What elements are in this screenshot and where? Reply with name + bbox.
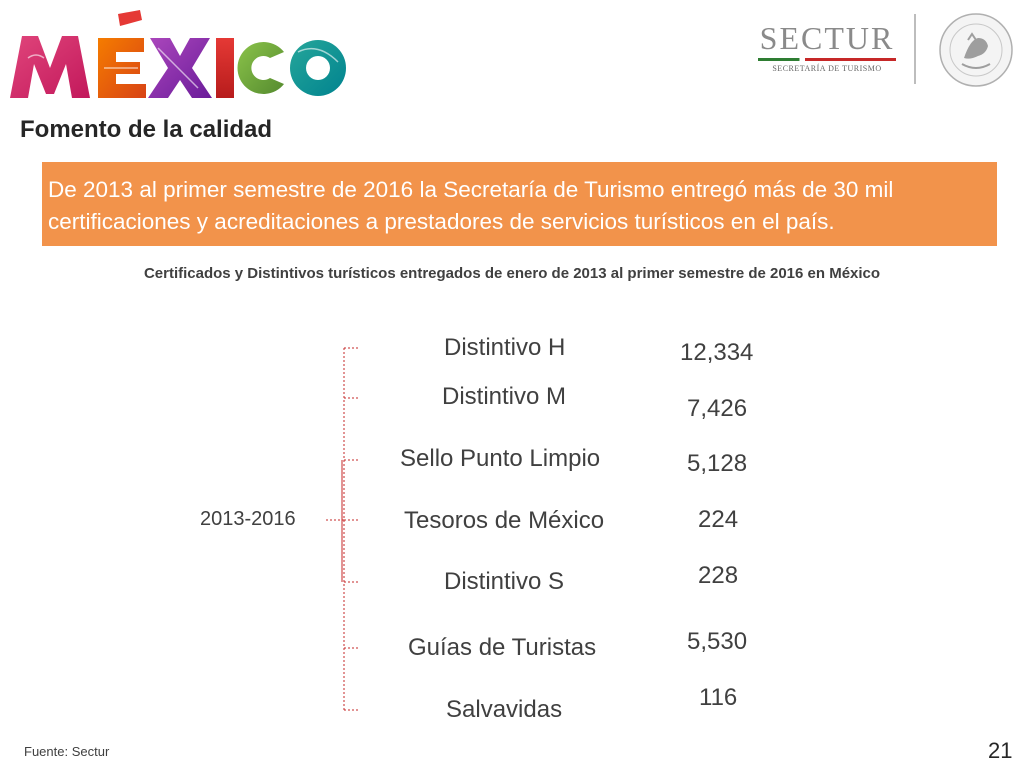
table-subtitle: Certificados y Distintivos turísticos en… (143, 265, 881, 282)
item-value-distintivo-m: 7,426 (687, 395, 748, 422)
item-label-tesoros-de-mexico: Tesoros de México (404, 507, 605, 534)
sectur-name: SECTUR (759, 20, 895, 56)
item-label-guias-de-turistas: Guías de Turistas (408, 634, 597, 661)
header-divider (914, 14, 916, 84)
sectur-flag-bar (758, 58, 896, 61)
source-footnote: Fuente: Sectur (24, 744, 110, 759)
item-value-tesoros-de-mexico: 224 (698, 506, 739, 533)
item-label-distintivo-s: Distintivo S (444, 568, 565, 595)
section-title: Fomento de la calidad (20, 116, 273, 143)
item-label-sello-punto-limpio: Sello Punto Limpio (400, 445, 601, 472)
item-label-salvavidas: Salvavidas (446, 696, 563, 723)
mexico-logo (8, 8, 348, 104)
highlight-banner (42, 162, 997, 246)
item-label-distintivo-h: Distintivo H (444, 334, 566, 361)
page-number: 21 (988, 738, 1013, 763)
sectur-subtitle: SECRETARÍA DE TURISMO (772, 64, 882, 73)
period-label: 2013-2016 (200, 508, 296, 530)
item-value-salvavidas: 116 (699, 684, 738, 711)
item-value-distintivo-s: 228 (698, 562, 739, 589)
item-value-distintivo-h: 12,334 (680, 339, 754, 366)
bracket-connector (320, 340, 370, 720)
national-seal-icon (938, 12, 1014, 88)
sectur-logo: SECTUR SECRETARÍA DE TURISMO (752, 20, 902, 80)
item-value-guias-de-turistas: 5,530 (687, 628, 748, 655)
item-label-distintivo-m: Distintivo M (442, 383, 567, 410)
banner-text: De 2013 al primer semestre de 2016 la Se… (48, 177, 894, 234)
item-value-sello-punto-limpio: 5,128 (687, 450, 748, 477)
